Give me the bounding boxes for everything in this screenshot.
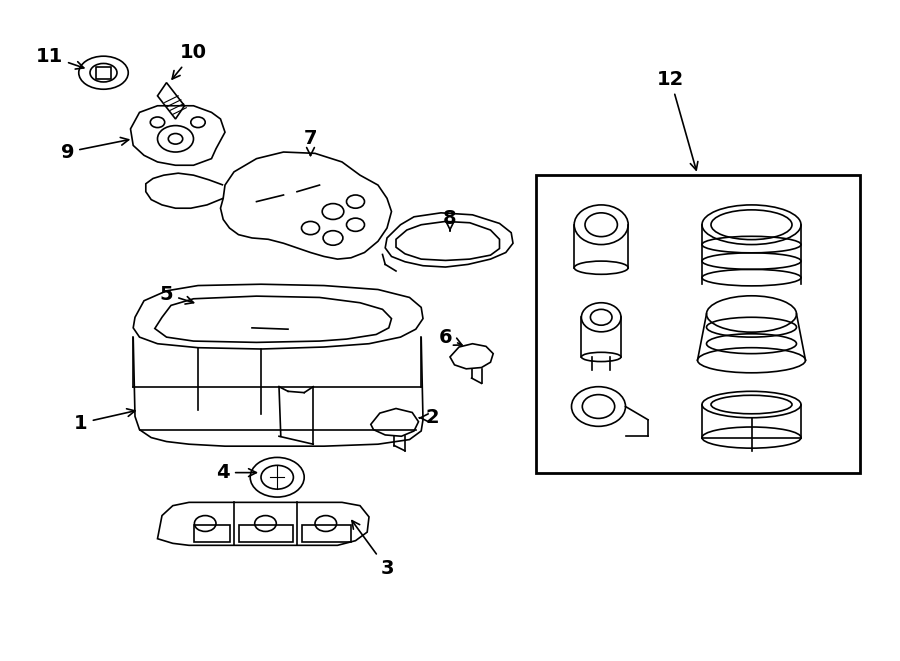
Text: 1: 1 [74, 408, 135, 432]
Text: 8: 8 [443, 209, 457, 231]
Bar [238, 525, 292, 542]
Text: 5: 5 [159, 285, 194, 304]
Text: 6: 6 [438, 328, 462, 346]
Text: 12: 12 [657, 70, 698, 170]
Bar [302, 525, 351, 542]
Bar [194, 525, 230, 542]
Text: 2: 2 [419, 408, 439, 427]
Bar [536, 175, 860, 473]
Text: 7: 7 [304, 130, 317, 155]
Text: 10: 10 [172, 44, 207, 79]
Text: 11: 11 [36, 47, 84, 69]
Text: 3: 3 [352, 521, 394, 578]
Text: 4: 4 [216, 463, 256, 482]
Text: 9: 9 [61, 137, 129, 161]
Bar [96, 67, 111, 79]
